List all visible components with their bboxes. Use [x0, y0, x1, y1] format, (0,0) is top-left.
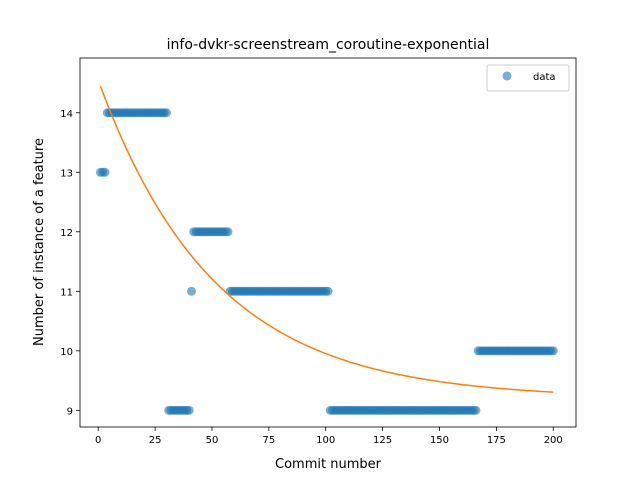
data-point	[161, 108, 171, 118]
chart-title: info-dvkr-screenstream_coroutine-exponen…	[167, 37, 490, 53]
axes-ticks: 0 25 50 75 100 125 150 175 200 9 10 11 12 13 14	[60, 109, 563, 446]
y-tick-label: 14	[60, 109, 73, 120]
data-point	[223, 227, 233, 237]
y-tick-label: 9	[67, 406, 73, 417]
x-tick-label: 100	[316, 435, 335, 446]
legend-marker-data	[502, 71, 512, 81]
x-tick-label: 150	[430, 435, 449, 446]
fit-line	[99, 85, 554, 393]
legend-label-data: data	[533, 72, 556, 83]
plot-area	[95, 85, 558, 415]
data-point	[548, 346, 558, 356]
x-tick-label: 0	[95, 435, 101, 446]
x-tick-label: 125	[373, 435, 392, 446]
y-axis-label: Number of instance of a feature	[32, 138, 47, 346]
data-point	[184, 405, 194, 415]
x-tick-label: 200	[544, 435, 563, 446]
y-tick-label: 10	[60, 347, 73, 358]
legend: data	[486, 64, 570, 92]
y-tick-label: 11	[60, 287, 73, 298]
x-tick-label: 75	[262, 435, 275, 446]
legend-box	[486, 64, 570, 92]
x-tick-label: 175	[487, 435, 506, 446]
x-tick-label: 25	[149, 435, 162, 446]
x-tick-label: 50	[206, 435, 219, 446]
x-axis-label: Commit number	[275, 457, 382, 472]
y-tick-label: 13	[60, 168, 73, 179]
data-point	[186, 286, 196, 296]
data-point	[100, 167, 110, 177]
y-tick-label: 12	[60, 228, 73, 239]
data-point	[471, 405, 481, 415]
plot-frame	[79, 57, 577, 428]
data-point	[323, 286, 333, 296]
